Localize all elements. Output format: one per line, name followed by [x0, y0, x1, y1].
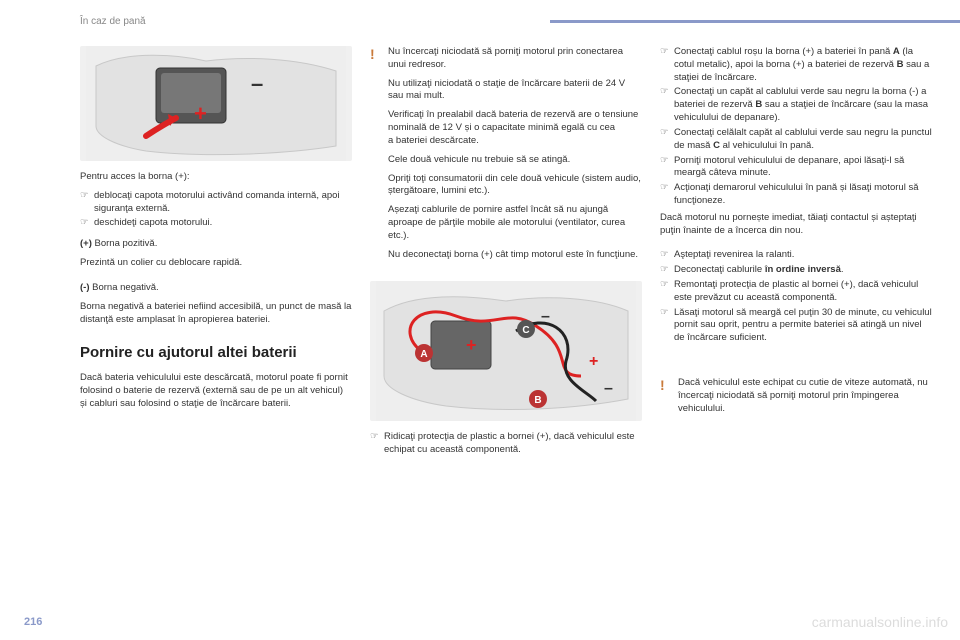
list-item: ☞ Porniţi motorul vehiculului de depanar… — [660, 155, 932, 181]
bullet-text: Lăsaţi motorul să meargă cel puţin 30 de… — [674, 307, 932, 345]
bullet-icon: ☞ — [660, 279, 674, 305]
warning-box: ! Dacă vehiculul este echipat cu cutie d… — [660, 377, 932, 421]
header-rule — [550, 20, 960, 23]
warning-box: ! Nu încercaţi niciodată să porniţi moto… — [370, 46, 642, 267]
bullet-icon: ☞ — [660, 46, 674, 84]
negative-terminal: (-) Borna negativă. — [80, 282, 352, 295]
pos-desc: Borna pozitivă. — [92, 238, 157, 249]
warn-line: Dacă vehiculul este echipat cu cutie de … — [678, 377, 932, 415]
bullet-text: Porniţi motorul vehiculului de depanare,… — [674, 155, 932, 181]
neg-label: (-) — [80, 282, 90, 293]
svg-text:A: A — [420, 349, 427, 360]
warn-line: Verificaţi în prealabil dacă bateria de … — [388, 109, 642, 147]
list-item: ☞ deblocaţi capota motorului activând co… — [80, 190, 352, 216]
bullet-text: Conectaţi cablul roșu la borna (+) a bat… — [674, 46, 932, 84]
bullet-icon: ☞ — [660, 155, 674, 181]
list-item: ☞ Acţionaţi demarorul vehiculului în pan… — [660, 182, 932, 208]
warn-line: Nu deconectaţi borna (+) cât timp motoru… — [388, 249, 642, 262]
warn-line: Nu utilizaţi niciodată o staţie de încăr… — [388, 78, 642, 104]
bullet-icon: ☞ — [660, 182, 674, 208]
column-3: ☞ Conectaţi cablul roșu la borna (+) a b… — [660, 46, 932, 600]
svg-text:C: C — [522, 325, 529, 336]
section-intro: Dacă bateria vehiculului este descărcată… — [80, 372, 352, 410]
positive-terminal: (+) Borna pozitivă. — [80, 238, 352, 251]
neg-note: Borna negativă a bateriei nefiind accesi… — [80, 301, 352, 327]
bullet-text: Acţionaţi demarorul vehiculului în pană … — [674, 182, 932, 208]
bullet-icon: ☞ — [660, 86, 674, 124]
section-header: În caz de pană — [80, 16, 146, 27]
page-number: 216 — [24, 616, 42, 628]
warning-text: Dacă vehiculul este echipat cu cutie de … — [678, 377, 932, 421]
bullet-text: deschideţi capota motorului. — [94, 217, 352, 230]
list-item: ☞ Ridicaţi protecţia de plastic a bornei… — [370, 431, 642, 457]
warning-icon: ! — [660, 377, 678, 421]
svg-text:+: + — [194, 101, 207, 126]
bullet-icon: ☞ — [660, 307, 674, 345]
watermark: carmanualsonline.info — [812, 614, 948, 630]
svg-text:–: – — [251, 71, 263, 96]
bullet-icon: ☞ — [660, 127, 674, 153]
list-item: ☞ Deconectaţi cablurile în ordine invers… — [660, 264, 932, 277]
list-item: ☞ Conectaţi un capăt al cablului verde s… — [660, 86, 932, 124]
warn-line: Nu încercaţi niciodată să porniţi motoru… — [388, 46, 642, 72]
bullet-text: Conectaţi celălalt capăt al cablului ver… — [674, 127, 932, 153]
warn-line: Cele două vehicule nu trebuie să se atin… — [388, 154, 642, 167]
section-heading: Pornire cu ajutorul altei baterii — [80, 344, 352, 362]
svg-text:–: – — [604, 380, 613, 397]
warning-text: Nu încercaţi niciodată să porniţi motoru… — [388, 46, 642, 267]
warn-line: Așezaţi cablurile de pornire astfel încâ… — [388, 204, 642, 242]
list-item: ☞ Conectaţi cablul roșu la borna (+) a b… — [660, 46, 932, 84]
svg-text:B: B — [534, 395, 541, 406]
bullet-icon: ☞ — [80, 217, 94, 230]
list-item: ☞ Conectaţi celălalt capăt al cablului v… — [660, 127, 932, 153]
bullet-icon: ☞ — [660, 264, 674, 277]
svg-text:+: + — [466, 335, 477, 355]
bullet-text: Remontaţi protecţia de plastic al bornei… — [674, 279, 932, 305]
figure-jumper-cables: A C B + – + – — [370, 281, 642, 421]
pos-label: (+) — [80, 238, 92, 249]
svg-text:–: – — [541, 308, 550, 325]
bullet-text: Conectaţi un capăt al cablului verde sau… — [674, 86, 932, 124]
content-columns: + – Pentru acces la borna (+): ☞ debloca… — [80, 46, 932, 600]
col1-intro: Pentru acces la borna (+): — [80, 171, 352, 184]
figure-battery-terminal: + – — [80, 46, 352, 161]
list-item: ☞ Aşteptaţi revenirea la ralanti. — [660, 249, 932, 262]
bullet-icon: ☞ — [80, 190, 94, 216]
warn-line: Opriţi toţi consumatorii din cele două v… — [388, 173, 642, 199]
bullet-text: Aşteptaţi revenirea la ralanti. — [674, 249, 932, 262]
column-1: + – Pentru acces la borna (+): ☞ debloca… — [80, 46, 352, 600]
list-item: ☞ Lăsaţi motorul să meargă cel puţin 30 … — [660, 307, 932, 345]
bullet-text: Ridicaţi protecţia de plastic a bornei (… — [384, 431, 642, 457]
neg-desc: Borna negativă. — [90, 282, 159, 293]
list-item: ☞ Remontaţi protecţia de plastic al born… — [660, 279, 932, 305]
bullet-icon: ☞ — [370, 431, 384, 457]
list-item: ☞ deschideţi capota motorului. — [80, 217, 352, 230]
warning-icon: ! — [370, 46, 388, 267]
bullet-text: Deconectaţi cablurile în ordine inversă. — [674, 264, 932, 277]
pos-note: Prezintă un colier cu deblocare rapidă. — [80, 257, 352, 270]
svg-text:+: + — [589, 353, 598, 370]
bullet-icon: ☞ — [660, 249, 674, 262]
col3-note: Dacă motorul nu pornește imediat, tăiaţi… — [660, 212, 932, 238]
column-2: ! Nu încercaţi niciodată să porniţi moto… — [370, 46, 642, 600]
bullet-text: deblocaţi capota motorului activând coma… — [94, 190, 352, 216]
